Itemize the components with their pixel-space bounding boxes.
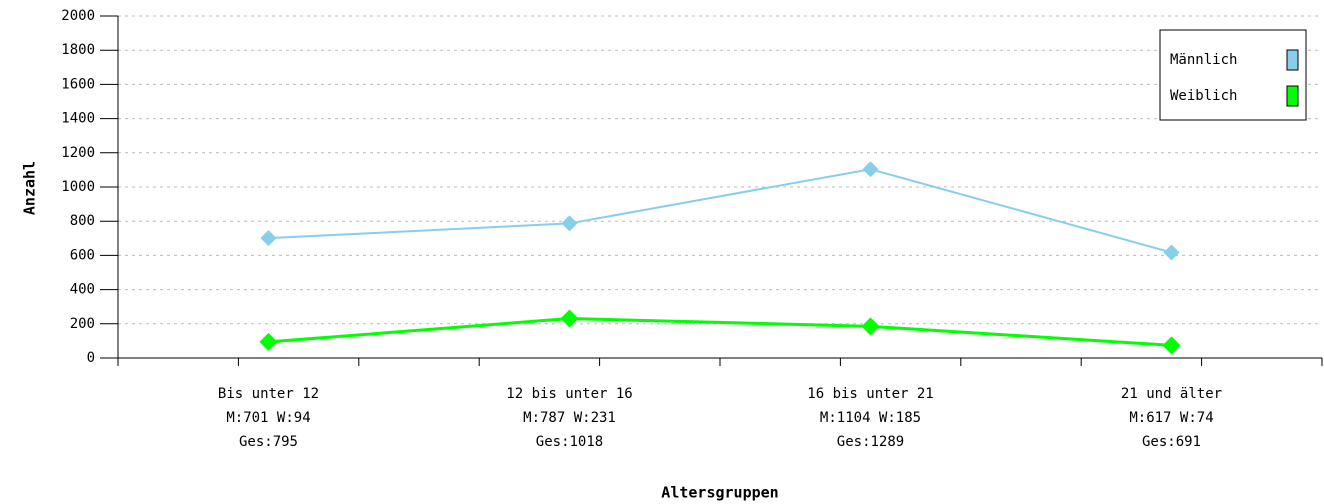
x-tick-label: 21 und älter — [1121, 386, 1222, 402]
y-tick-label: 600 — [70, 247, 95, 263]
marker — [1163, 244, 1180, 261]
y-tick-label: 2000 — [61, 8, 95, 24]
x-tick-label: M:1104 W:185 — [820, 410, 921, 426]
marker — [560, 309, 579, 328]
legend-label: Weiblich — [1170, 88, 1237, 104]
y-tick-label: 800 — [70, 213, 95, 229]
x-axis-label: Altersgruppen — [661, 484, 778, 502]
x-tick-label: M:701 W:94 — [226, 410, 310, 426]
y-tick-label: 1800 — [61, 42, 95, 58]
x-tick-label: M:617 W:74 — [1129, 410, 1213, 426]
y-tick-label: 0 — [87, 350, 95, 366]
x-tick-label: Ges:1289 — [837, 434, 904, 450]
marker — [260, 230, 277, 247]
marker — [1162, 336, 1181, 355]
x-tick-label: 12 bis unter 16 — [506, 386, 632, 402]
y-tick-label: 1400 — [61, 111, 95, 127]
x-tick-label: Ges:795 — [239, 434, 298, 450]
legend-label: Männlich — [1170, 52, 1237, 68]
y-tick-label: 400 — [70, 282, 95, 298]
x-tick-label: M:787 W:231 — [523, 410, 616, 426]
x-tick-label: Bis unter 12 — [218, 386, 319, 402]
marker — [862, 161, 879, 178]
marker — [861, 317, 880, 336]
marker — [259, 332, 278, 351]
y-axis-label: Anzahl — [21, 161, 39, 215]
y-tick-label: 1000 — [61, 179, 95, 195]
x-tick-label: 16 bis unter 21 — [807, 386, 933, 402]
marker — [561, 215, 578, 232]
x-tick-label: Ges:691 — [1142, 434, 1201, 450]
legend-swatch — [1286, 85, 1299, 107]
series-line — [268, 168, 1172, 254]
y-tick-label: 1200 — [61, 145, 95, 161]
legend-swatch — [1286, 49, 1299, 71]
series-line — [268, 316, 1172, 347]
legend-box — [1159, 29, 1307, 121]
y-tick-label: 200 — [70, 316, 95, 332]
y-tick-label: 1600 — [61, 76, 95, 92]
x-tick-label: Ges:1018 — [536, 434, 603, 450]
